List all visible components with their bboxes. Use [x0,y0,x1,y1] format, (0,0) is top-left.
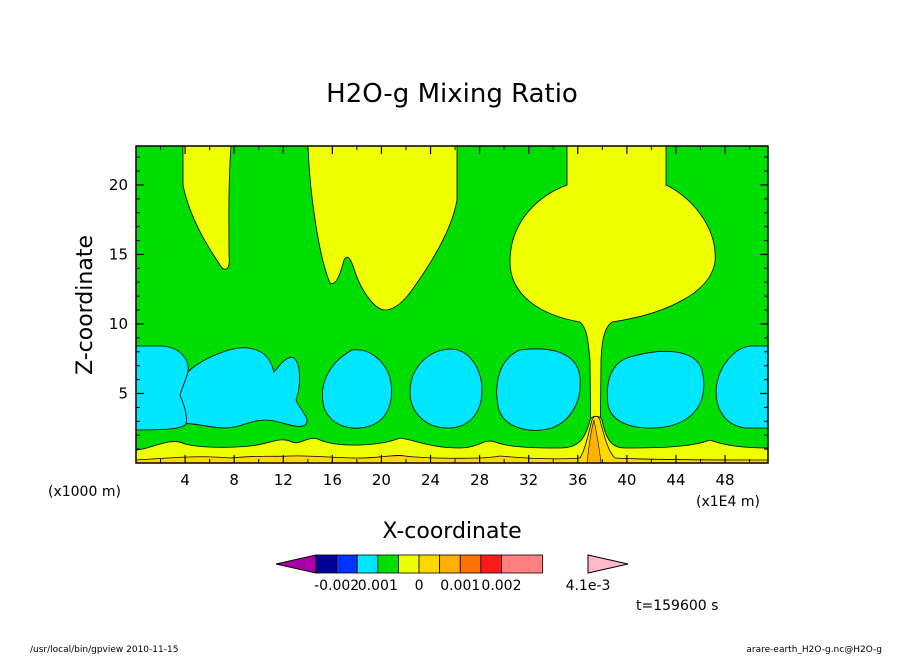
x-tick-label: 44 [666,471,685,489]
colorbar-label: 0.001 [358,578,398,594]
region-cyan-lobe-7 [715,345,768,429]
x-tick-label: 8 [229,471,239,489]
region-cyan-lobe-6 [606,350,705,429]
x-tick-label: 32 [519,471,538,489]
y-tick-label: 15 [109,245,128,263]
region-orange-surface-layer [136,415,768,463]
region-yellow-upper-left [182,146,232,270]
region-cyan-lobe-3 [322,349,392,429]
region-orange-core [586,419,602,463]
region-cyan-lobe-5 [496,348,581,431]
y-unit-label: (x1000 m) [48,484,121,500]
y-tick-label: 10 [109,315,128,333]
footer-left: /usr/local/bin/gpview 2010-11-15 [30,645,178,654]
colorbar-label: 0.002 [481,578,521,594]
plot-frame [135,145,769,464]
x-tick-label: 28 [470,471,489,489]
region-cyan-lobe-1 [136,345,189,431]
region-yellow-upper-middle [307,146,458,311]
plot-area [136,146,768,463]
footer-right: arare-earth_H2O-g.nc@H2O-g [746,645,882,654]
chart-title: H2O-g Mixing Ratio [326,79,578,109]
colorbar-label: 0.001 [440,578,480,594]
x-tick-label: 4 [180,471,190,489]
colorbar-swatch [439,554,461,574]
x-tick-label: 24 [421,471,440,489]
colorbar-low-extension [275,554,317,574]
colorbar-high-extension [587,554,629,574]
colorbar-swatch [356,554,379,574]
colorbar-swatch [377,554,399,574]
x-tick-label: 16 [323,471,342,489]
colorbar-swatch [418,554,441,574]
colorbar-swatch [315,554,338,574]
colorbar-swatch [480,554,502,574]
x-tick-label: 20 [372,471,391,489]
x-unit-label: (x1E4 m) [696,494,760,510]
colorbar-swatch [398,554,420,574]
x-tick-label: 12 [274,471,293,489]
x-tick-label: 48 [716,471,735,489]
x-tick-label: 36 [568,471,587,489]
y-axis-label: Z-coordinate [73,235,98,375]
y-tick-label: 5 [118,384,128,402]
x-axis-label: X-coordinate [382,519,521,544]
time-label: t=159600 s [636,598,718,614]
region-yellow-upper-right [509,146,716,463]
region-cyan-lobe-2 [179,347,308,429]
colorbar-swatch [336,554,358,574]
colorbar-swatch [459,554,482,574]
x-tick-label: 40 [617,471,636,489]
region-cyan-lobe-4 [409,348,483,429]
colorbar-label: 0 [415,578,424,594]
colorbar-swatch [501,554,544,574]
colorbar-label: 4.1e-3 [566,578,611,594]
colorbar-label: -0.002 [314,578,359,594]
y-tick-label: 20 [109,176,128,194]
